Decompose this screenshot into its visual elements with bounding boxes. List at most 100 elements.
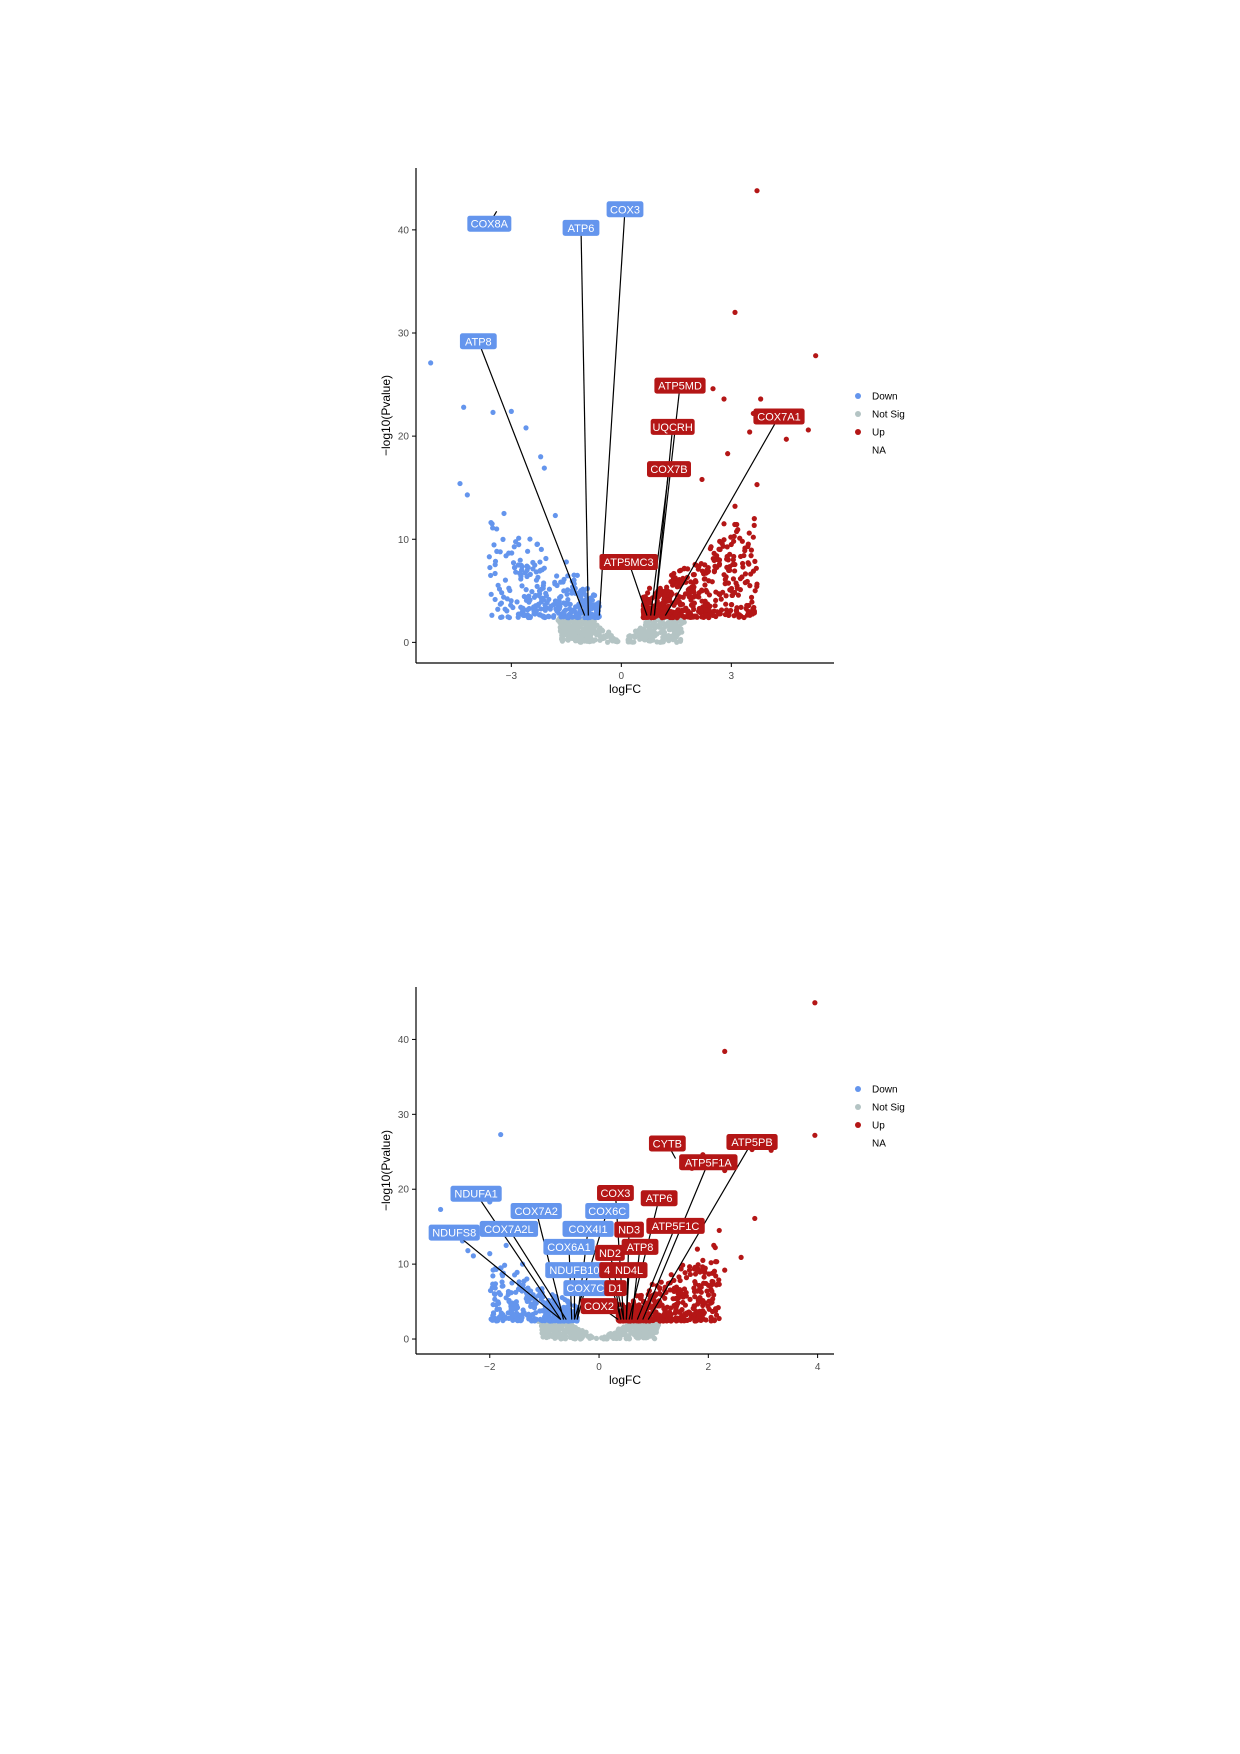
down-point [569,588,575,594]
down-point [557,603,563,610]
up-point [702,576,708,582]
up-point [687,614,694,620]
notsig-point [565,625,572,631]
down-point [524,1276,530,1282]
gene-label: COX7A1 [757,412,800,424]
up-point [708,544,714,550]
up-point [710,386,716,392]
up-point [751,522,757,528]
label-segment [625,1270,630,1320]
up-point [645,590,651,596]
up-point [704,1288,710,1294]
up-point [713,597,719,604]
notsig-point [647,638,653,644]
up-point [751,604,757,611]
notsig-point [588,625,594,631]
down-point [531,610,537,616]
notsig-point [629,639,636,645]
gene-label: 4 [604,1265,610,1277]
notsig-point [674,623,680,629]
down-point [490,409,496,416]
up-point [734,585,740,591]
up-point [718,596,724,602]
legend-label: Up [872,1121,885,1132]
up-point [711,1242,717,1248]
up-point [722,1048,728,1055]
up-point [673,1306,679,1312]
down-point [546,596,552,602]
notsig-point [594,629,600,635]
down-point [510,604,516,611]
axes: 0 10 20 30 40 −3 0 3 logFC −log10(Pvalue) [379,168,834,696]
up-point [730,576,737,582]
down-point [428,360,434,366]
legend-swatch [855,429,861,435]
notsig-point [573,619,579,625]
down-point [534,541,540,548]
legend: Down Not Sig Up NA [855,392,905,457]
down-point [523,587,529,593]
down-point [506,585,512,591]
down-point [561,600,567,606]
up-point [700,1257,706,1263]
down-point [558,593,564,600]
down-point [516,1279,522,1285]
up-point [674,584,680,590]
up-point [705,1292,712,1298]
gene-label-box [647,461,691,478]
notsig-point [621,1327,627,1334]
down-point [518,576,524,582]
down-point [513,1299,519,1305]
down-point [516,542,522,548]
down-point [508,598,514,604]
up-point [695,566,701,572]
notsig-point [578,639,584,645]
down-point [587,599,593,605]
gene-label-box [428,1224,480,1241]
up-point [745,560,751,566]
legend-label: Not Sig [872,410,905,421]
down-point [572,604,579,610]
up-point [690,1305,696,1311]
down-point [505,1310,511,1316]
down-point [488,519,494,526]
gene-label-box [610,1262,648,1279]
gene-label: COX2 [584,1301,614,1313]
gene-label-box [450,1185,502,1202]
down-point [543,555,549,562]
up-point [735,592,741,598]
notsig-point [572,1336,578,1342]
up-point [681,1286,688,1292]
y-tick-label: 20 [398,432,410,443]
down-point [554,582,560,589]
up-point [682,1270,688,1276]
up-point [695,608,702,615]
down-point [532,1299,539,1305]
gene-label: COX7A2 [514,1206,557,1218]
notsig-point [644,623,651,629]
up-point [722,1267,728,1273]
down-point [571,577,577,583]
x-tick-label: −2 [484,1362,496,1373]
up-point [627,1318,633,1324]
down-point [490,1313,496,1319]
up-point [640,594,646,600]
down-point [511,544,517,550]
up-point [691,1285,697,1291]
up-point [677,594,683,600]
up-point [703,612,709,618]
down-point [591,612,597,618]
gene-label-box [646,1217,705,1234]
up-point [695,1262,701,1268]
notsig-point [628,1330,634,1336]
up-point [724,564,730,570]
gene-label: COX6C [588,1206,626,1218]
down-point [514,1269,520,1275]
gene-label-box [650,418,695,435]
up-point [667,1312,673,1318]
up-point [669,614,675,621]
up-point [742,571,749,577]
up-point [669,591,675,597]
up-point [732,589,738,596]
notsig-point [552,1335,558,1341]
